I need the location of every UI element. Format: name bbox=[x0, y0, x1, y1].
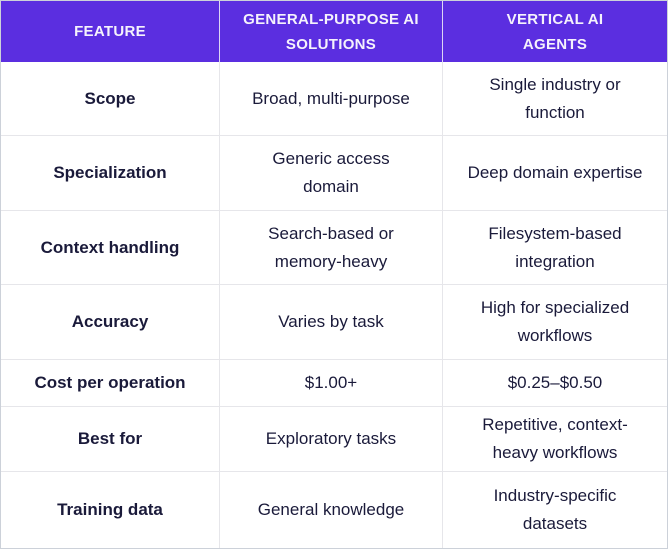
general-purpose-cell: General knowledge bbox=[220, 472, 443, 548]
header-cell-general-purpose: GENERAL-PURPOSE AI SOLUTIONS bbox=[220, 1, 443, 62]
general-purpose-cell: Search-based or memory-heavy bbox=[220, 211, 443, 285]
general-purpose-cell: Varies by task bbox=[220, 285, 443, 360]
general-purpose-cell: Generic access domain bbox=[220, 136, 443, 211]
vertical-ai-cell: Deep domain expertise bbox=[443, 136, 667, 211]
header-cell-feature: FEATURE bbox=[1, 1, 220, 62]
cell-text: Exploratory tasks bbox=[265, 429, 397, 448]
cell-text: Single industry or function bbox=[489, 74, 621, 122]
header-label: FEATURE bbox=[74, 23, 146, 40]
vertical-ai-cell: High for specialized workflows bbox=[443, 285, 667, 360]
cell-text: Search-based or memory-heavy bbox=[268, 223, 394, 271]
cell-text: Training data bbox=[57, 500, 163, 519]
cell-text: General knowledge bbox=[257, 500, 405, 519]
cell-text: Broad, multi-purpose bbox=[252, 88, 410, 108]
header-cell-vertical-ai: VERTICAL AI AGENTS bbox=[443, 1, 667, 62]
vertical-ai-cell: Filesystem-based integration bbox=[443, 211, 667, 285]
feature-cell: Accuracy bbox=[1, 285, 220, 360]
cell-text: Best for bbox=[77, 429, 143, 448]
feature-cell: Scope bbox=[1, 62, 220, 136]
general-purpose-cell: Exploratory tasks bbox=[220, 407, 443, 472]
vertical-ai-cell: $0.25–$0.50 bbox=[443, 360, 667, 407]
cell-text: Generic access domain bbox=[272, 149, 390, 196]
cell-text: High for specialized workflows bbox=[480, 298, 630, 345]
feature-cell: Training data bbox=[1, 472, 220, 548]
vertical-ai-cell: Repetitive, context-heavy workflows bbox=[443, 407, 667, 472]
cell-text: Context handling bbox=[40, 237, 180, 257]
cell-text: Filesystem-based integration bbox=[488, 223, 622, 271]
vertical-ai-cell: Industry-specific datasets bbox=[443, 472, 667, 548]
cell-text: Scope bbox=[84, 88, 136, 108]
general-purpose-cell: Broad, multi-purpose bbox=[220, 62, 443, 136]
general-purpose-cell: $1.00+ bbox=[220, 360, 443, 407]
feature-cell: Best for bbox=[1, 407, 220, 472]
header-label: VERTICAL AI AGENTS bbox=[506, 10, 604, 53]
cell-text: Specialization bbox=[53, 163, 167, 182]
feature-cell: Context handling bbox=[1, 211, 220, 285]
cell-text: Industry-specific datasets bbox=[493, 486, 617, 533]
cell-text: $0.25–$0.50 bbox=[507, 373, 603, 392]
cell-text: $1.00+ bbox=[304, 373, 358, 392]
cell-text: Varies by task bbox=[278, 312, 384, 331]
vertical-ai-cell: Single industry or function bbox=[443, 62, 667, 136]
cell-text: Cost per operation bbox=[34, 373, 186, 392]
cell-text: Deep domain expertise bbox=[467, 163, 643, 182]
feature-cell: Specialization bbox=[1, 136, 220, 211]
header-label: GENERAL-PURPOSE AI SOLUTIONS bbox=[243, 10, 419, 53]
feature-cell: Cost per operation bbox=[1, 360, 220, 407]
cell-text: Repetitive, context-heavy workflows bbox=[482, 415, 628, 462]
cell-text: Accuracy bbox=[71, 312, 149, 331]
